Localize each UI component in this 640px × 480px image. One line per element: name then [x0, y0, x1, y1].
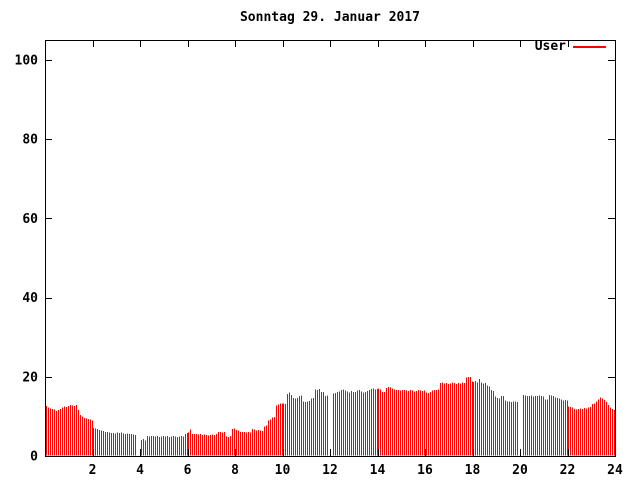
x-tick-label: 22 — [560, 463, 576, 478]
user-series-bars — [46, 376, 615, 456]
chart-title: Sonntag 29. Januar 2017 — [239, 10, 420, 25]
y-tick-label: 100 — [15, 53, 39, 68]
x-tick-label: 20 — [512, 463, 528, 478]
x-tick-label: 12 — [322, 463, 338, 478]
x-tick-label: 16 — [417, 463, 433, 478]
legend-line-sample — [573, 46, 606, 48]
x-tick-label: 14 — [370, 463, 386, 478]
y-tick-label: 40 — [22, 291, 38, 306]
x-tick-label: 2 — [89, 463, 97, 478]
legend: User — [535, 40, 606, 54]
x-tick-label: 4 — [136, 463, 144, 478]
y-tick-label: 60 — [22, 212, 38, 227]
y-tick-label: 0 — [30, 450, 38, 465]
x-tick-label: 24 — [607, 463, 623, 478]
x-tick-label: 18 — [465, 463, 481, 478]
x-tick-label: 6 — [184, 463, 192, 478]
y-tick-label: 80 — [22, 133, 38, 148]
legend-series-label: User — [534, 39, 566, 54]
axis-ticks — [45, 40, 616, 457]
x-tick-label: 8 — [231, 463, 239, 478]
x-tick-label: 10 — [275, 463, 291, 478]
y-tick-label: 20 — [22, 370, 38, 385]
plot-border — [45, 40, 616, 457]
